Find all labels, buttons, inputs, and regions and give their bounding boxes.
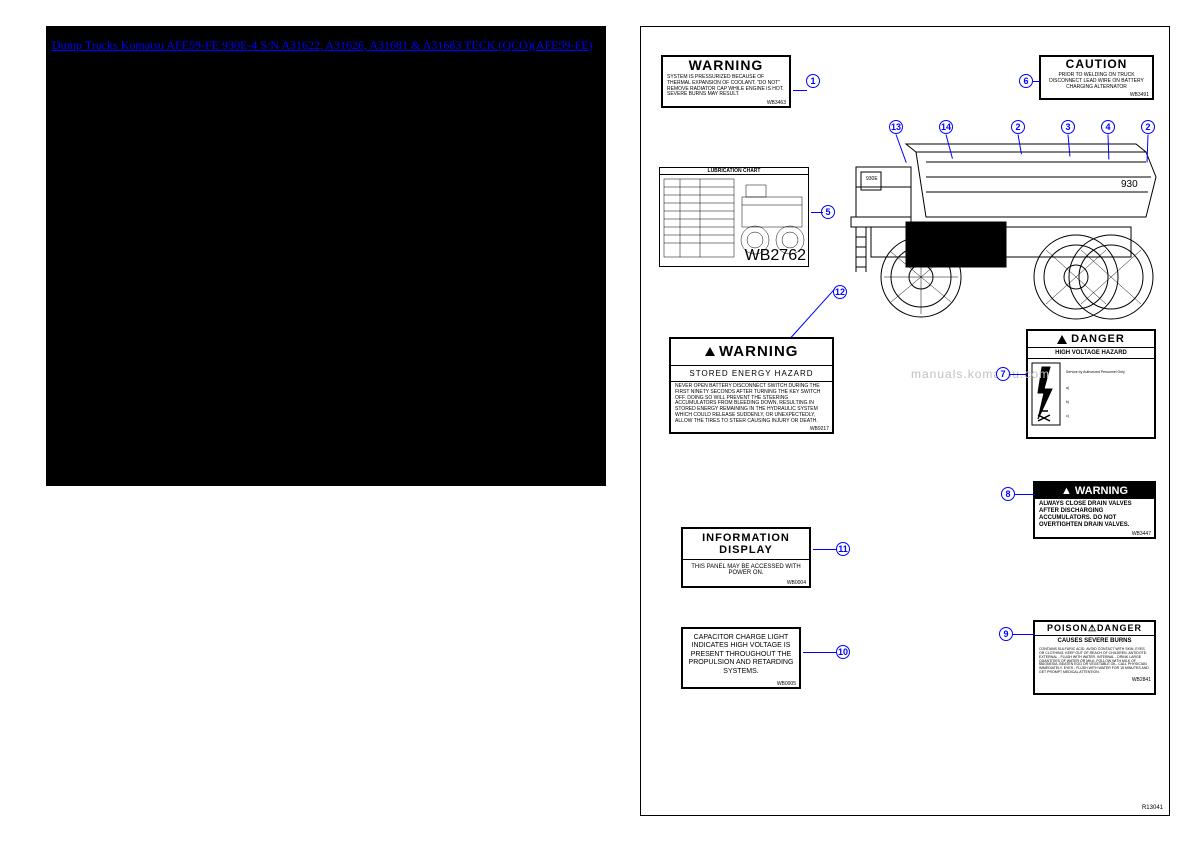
callout-12: 12	[833, 285, 847, 299]
plate-body: SYSTEM IS PRESSURIZED BECAUSE OF THERMAL…	[663, 73, 789, 100]
plate-capacitor: CAPACITOR CHARGE LIGHT INDICATES HIGH VO…	[681, 627, 801, 689]
plate-stored-energy: WARNING STORED ENERGY HAZARD NEVER OPEN …	[669, 337, 834, 434]
plate-caution-welding: CAUTION PRIOR TO WELDING ON TRUCK DISCON…	[1039, 55, 1154, 100]
plate-info-display: INFORMATION DISPLAY THIS PANEL MAY BE AC…	[681, 527, 811, 588]
plate-code: WB9217	[671, 426, 832, 432]
callout-3: 3	[1061, 120, 1075, 134]
warning-triangle-icon	[705, 347, 715, 356]
plate-body: ALWAYS CLOSE DRAIN VALVES AFTER DISCHARG…	[1035, 499, 1154, 531]
plate-header: WARNING	[719, 343, 799, 360]
plate-code: WB2762	[745, 247, 806, 265]
figure-code: R13041	[1142, 805, 1163, 811]
callout-14: 14	[939, 120, 953, 134]
plate-code: WB3463	[663, 100, 789, 106]
watermark-text: manuals.komatsu.com	[911, 367, 1050, 381]
plate-subheader: CAUSES SEVERE BURNS	[1035, 636, 1154, 646]
callout-11: 11	[836, 542, 850, 556]
left-panel: Dump Trucks Komatsu AFE59-FE 930E-4 S/N …	[46, 26, 606, 486]
callout-8: 8	[1001, 487, 1015, 501]
callout-5: 5	[821, 205, 835, 219]
plate-header: ▲ WARNING	[1035, 483, 1154, 499]
plate-warning-drain: ▲ WARNING ALWAYS CLOSE DRAIN VALVES AFTE…	[1033, 481, 1156, 539]
svg-text:c): c)	[1066, 414, 1069, 418]
plate-subheader: STORED ENERGY HAZARD	[671, 365, 832, 382]
svg-text:a): a)	[1066, 386, 1069, 390]
lubrication-chart: LUBRICATION CHART WB2762	[659, 167, 809, 267]
product-title-link[interactable]: Dump Trucks Komatsu AFE59-FE 930E-4 S/N …	[52, 38, 592, 52]
callout-7: 7	[996, 367, 1010, 381]
callout-6: 6	[1019, 74, 1033, 88]
plate-code: WB0004	[683, 580, 809, 586]
callout-2b: 2	[1141, 120, 1155, 134]
callout-9: 9	[999, 627, 1013, 641]
plate-header: DANGER	[1071, 333, 1125, 345]
plate-body: NEVER OPEN BATTERY DISCONNECT SWITCH DUR…	[671, 382, 832, 426]
plate-warning-pressurized: WARNING SYSTEM IS PRESSURIZED BECAUSE OF…	[661, 55, 791, 108]
svg-text:930: 930	[1121, 179, 1138, 190]
plate-body: PRIOR TO WELDING ON TRUCK DISCONNECT LEA…	[1041, 71, 1152, 92]
callout-2a: 2	[1011, 120, 1025, 134]
lube-title: LUBRICATION CHART	[660, 168, 808, 175]
plate-header: CAUTION	[1041, 57, 1152, 71]
callout-10: 10	[836, 645, 850, 659]
plate-code: WB0005	[683, 681, 799, 687]
svg-text:930E: 930E	[866, 176, 878, 182]
plate-subheader: HIGH VOLTAGE HAZARD	[1028, 348, 1154, 359]
plate-poison-danger: POISON⚠DANGER CAUSES SEVERE BURNS CONTAI…	[1033, 620, 1156, 695]
plate-body: CONTAINS SULFURIC ACID. AVOID CONTACT WI…	[1035, 646, 1154, 677]
callout-1: 1	[806, 74, 820, 88]
plate-header: POISON⚠DANGER	[1035, 622, 1154, 636]
svg-text:b): b)	[1066, 400, 1069, 404]
diagram-panel: WARNING SYSTEM IS PRESSURIZED BECAUSE OF…	[640, 26, 1170, 816]
plate-header: INFORMATION DISPLAY	[683, 529, 809, 559]
warning-triangle-icon	[1057, 335, 1067, 344]
truck-illustration: 930 930E	[846, 122, 1161, 322]
plate-body: CAPACITOR CHARGE LIGHT INDICATES HIGH VO…	[683, 629, 799, 681]
plate-code: WB3491	[1041, 92, 1152, 98]
plate-code: WB3447	[1035, 531, 1154, 537]
callout-13: 13	[889, 120, 903, 134]
plate-danger-hv: DANGER HIGH VOLTAGE HAZARD Service by Au…	[1026, 329, 1156, 439]
plate-body: THIS PANEL MAY BE ACCESSED WITH POWER ON…	[683, 559, 809, 580]
plate-header: WARNING	[663, 57, 789, 73]
svg-text:Service by Authorized Personne: Service by Authorized Personnel Only	[1066, 370, 1125, 374]
plate-code: WB2841	[1035, 677, 1154, 683]
callout-4: 4	[1101, 120, 1115, 134]
